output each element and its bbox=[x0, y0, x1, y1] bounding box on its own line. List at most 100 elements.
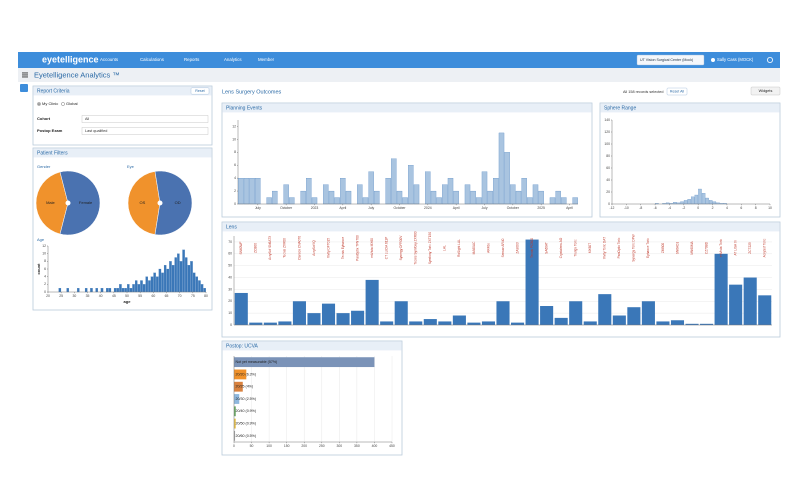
x-tick-label: -10 bbox=[624, 206, 629, 210]
pie-slice bbox=[154, 170, 193, 236]
x-tick-label: 20 bbox=[46, 294, 50, 298]
menu-toggle[interactable] bbox=[22, 72, 28, 78]
menu: Accounts Calculations Reports Analytics Memb… bbox=[100, 57, 275, 62]
y-tick-label: 8 bbox=[234, 150, 236, 154]
user[interactable]: Sally Cass (MOCK) bbox=[717, 57, 754, 62]
brand[interactable]: eyetelligence bbox=[42, 54, 99, 64]
x-tick-label: 2 bbox=[712, 206, 714, 210]
widgets-button[interactable] bbox=[750, 86, 781, 96]
bar bbox=[583, 321, 597, 325]
bar-label: Vivity Toric DAT bbox=[603, 237, 607, 259]
histogram-bar bbox=[161, 272, 164, 293]
panel-header bbox=[600, 103, 780, 113]
histogram-bar bbox=[58, 288, 62, 293]
select[interactable] bbox=[81, 127, 209, 135]
bar bbox=[481, 321, 496, 325]
y-tick-label: 60 bbox=[606, 166, 610, 170]
bar-label: Synergy Toric DFW bbox=[632, 234, 636, 261]
radio-label: Global bbox=[66, 101, 78, 106]
y-axis-label: count bbox=[36, 263, 41, 275]
y-tick-label: 40 bbox=[228, 275, 232, 279]
bar-label: AcrySof IQ bbox=[312, 240, 316, 256]
bar bbox=[234, 418, 236, 429]
bar-label: MX60T bbox=[588, 243, 592, 253]
bar bbox=[442, 184, 448, 205]
bar bbox=[521, 178, 527, 205]
panel-title: Report Criteria bbox=[37, 88, 70, 94]
histogram-bar bbox=[77, 288, 80, 293]
panel-title: Postop: UCVA bbox=[226, 343, 259, 349]
histogram-bar bbox=[680, 201, 684, 205]
menu-item[interactable]: Member bbox=[258, 57, 275, 62]
bar-label: Crystalens AO bbox=[559, 237, 563, 258]
pie-center bbox=[157, 200, 163, 206]
x-tick-label: 25 bbox=[59, 294, 63, 298]
bar-label: Tecnis PCB00 bbox=[530, 238, 534, 258]
bar bbox=[234, 369, 247, 380]
bar bbox=[569, 301, 583, 325]
side-icon[interactable] bbox=[20, 84, 28, 92]
reset-all-button[interactable] bbox=[666, 87, 688, 96]
bar bbox=[447, 178, 454, 205]
x-tick-label: 250 bbox=[319, 444, 325, 448]
select-value: All bbox=[85, 117, 89, 121]
histogram-bar bbox=[106, 288, 109, 293]
y-tick-label: 6 bbox=[44, 267, 46, 271]
clinic-select[interactable] bbox=[636, 54, 705, 66]
bar-label: AcrySof Toric bbox=[763, 238, 767, 257]
histogram-bar bbox=[124, 288, 127, 293]
bar-label: Synergy DFR00V bbox=[399, 235, 403, 261]
bar bbox=[374, 190, 380, 205]
histogram-bar bbox=[95, 288, 98, 293]
histogram-bar bbox=[119, 284, 122, 293]
menu-item[interactable]: Reports bbox=[184, 57, 200, 62]
bar bbox=[498, 132, 505, 205]
panel-title: Lens bbox=[226, 224, 237, 230]
radio[interactable] bbox=[61, 102, 65, 106]
histogram-bar bbox=[108, 288, 112, 293]
x-tick-label: 200 bbox=[301, 444, 307, 448]
settings-icon[interactable] bbox=[767, 57, 774, 64]
bar-label: MA60AC bbox=[472, 241, 476, 254]
bar-label: SN60WF bbox=[239, 241, 243, 254]
bar bbox=[336, 313, 350, 325]
select[interactable] bbox=[81, 115, 209, 123]
slice-label: OD bbox=[175, 200, 181, 205]
bar bbox=[249, 322, 263, 325]
bar-label: Not yet measurable (57%) bbox=[236, 360, 278, 364]
field-label: Postop Exam bbox=[37, 128, 63, 133]
x-tick-label: 300 bbox=[336, 444, 342, 448]
menu-item[interactable]: Accounts bbox=[100, 57, 119, 62]
x-tick-label: April bbox=[566, 206, 573, 210]
panel-header bbox=[33, 86, 212, 96]
panel-title: Patient Filters bbox=[37, 150, 68, 156]
chart-title: Eye bbox=[127, 164, 135, 169]
histogram-bar bbox=[712, 201, 717, 205]
bar bbox=[493, 178, 499, 205]
y-tick-label: 20 bbox=[228, 299, 232, 303]
pie-slice bbox=[59, 170, 101, 236]
clinic: UT Vision Surgical Center (Mock) bbox=[640, 58, 693, 62]
histogram-bar bbox=[179, 261, 183, 293]
y-tick-label: 20 bbox=[606, 190, 610, 194]
user-icon bbox=[711, 58, 715, 62]
bar-label: Eyhance Toric bbox=[646, 238, 650, 258]
y-tick-label: 100 bbox=[604, 142, 610, 146]
y-tick-label: 6 bbox=[234, 163, 236, 167]
x-tick-label: -12 bbox=[610, 206, 615, 210]
bar bbox=[328, 190, 335, 205]
histogram-bar bbox=[150, 276, 154, 293]
bar bbox=[641, 301, 655, 325]
menu-item[interactable]: Analytics bbox=[224, 57, 242, 62]
y-tick-label: 60 bbox=[228, 252, 232, 256]
bar bbox=[729, 284, 743, 325]
menu-item[interactable]: Calculations bbox=[140, 57, 165, 62]
reset-all-label: Reset All bbox=[670, 89, 684, 93]
bar-label: AR40e bbox=[486, 243, 490, 253]
reset-button[interactable] bbox=[190, 87, 210, 95]
bar bbox=[572, 197, 578, 205]
bar-label: RxSight LAL bbox=[457, 239, 461, 257]
bar bbox=[656, 321, 670, 325]
pie-slice bbox=[35, 171, 69, 235]
y-tick-label: 10 bbox=[42, 252, 46, 256]
